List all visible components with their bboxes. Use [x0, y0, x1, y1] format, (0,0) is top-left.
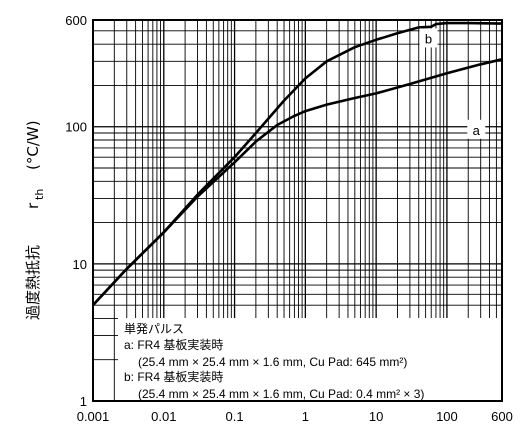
y-tick-label: 100	[65, 120, 87, 135]
series-label-bg-b	[419, 28, 438, 48]
x-tick-label: 1	[302, 409, 309, 424]
y-axis-unit: (°C/W)	[24, 120, 42, 170]
y-tick-label: 600	[65, 13, 87, 28]
note-line: 単発パルス	[124, 322, 184, 336]
series-label-b: b	[425, 31, 432, 46]
y-tick-label: 1	[80, 394, 87, 409]
x-tick-label: 0.01	[151, 409, 176, 424]
x-tick-label: 100	[436, 409, 458, 424]
note-line: (25.4 mm × 25.4 mm × 1.6 mm, Cu Pad: 645…	[138, 355, 407, 369]
x-tick-label: 0.001	[77, 409, 110, 424]
series-line-a	[92, 58, 503, 306]
note-line: a: FR4 基板実装時	[124, 337, 223, 352]
series-labels: ab	[419, 28, 486, 139]
x-tick-label: 600	[491, 409, 513, 424]
y-tick-label: 10	[73, 257, 87, 272]
x-tick-label: 0.1	[226, 409, 244, 424]
notes-background	[118, 318, 502, 401]
plot-frame	[92, 19, 503, 402]
series-label-a: a	[473, 123, 481, 138]
y-axis-symbol-subscript: th	[33, 189, 46, 200]
note-line: b: FR4 基板実装時	[124, 369, 223, 384]
tick-labels: 0.001 0.01 0.1 1 10 100 600 1 10 100 600	[65, 13, 513, 424]
x-tick-label: 10	[369, 409, 383, 424]
y-axis-quantity: 過度熱抵抗	[24, 245, 42, 320]
series-label-bg-a	[467, 119, 486, 139]
y-axis-label: 過度熱抵抗 r th (°C/W)	[24, 120, 46, 320]
curves	[92, 21, 503, 306]
y-axis-symbol: r	[24, 202, 42, 209]
series-line-b	[92, 21, 503, 306]
note-line: (25.4 mm × 25.4 mm × 1.6 mm, Cu Pad: 0.4…	[138, 387, 424, 401]
